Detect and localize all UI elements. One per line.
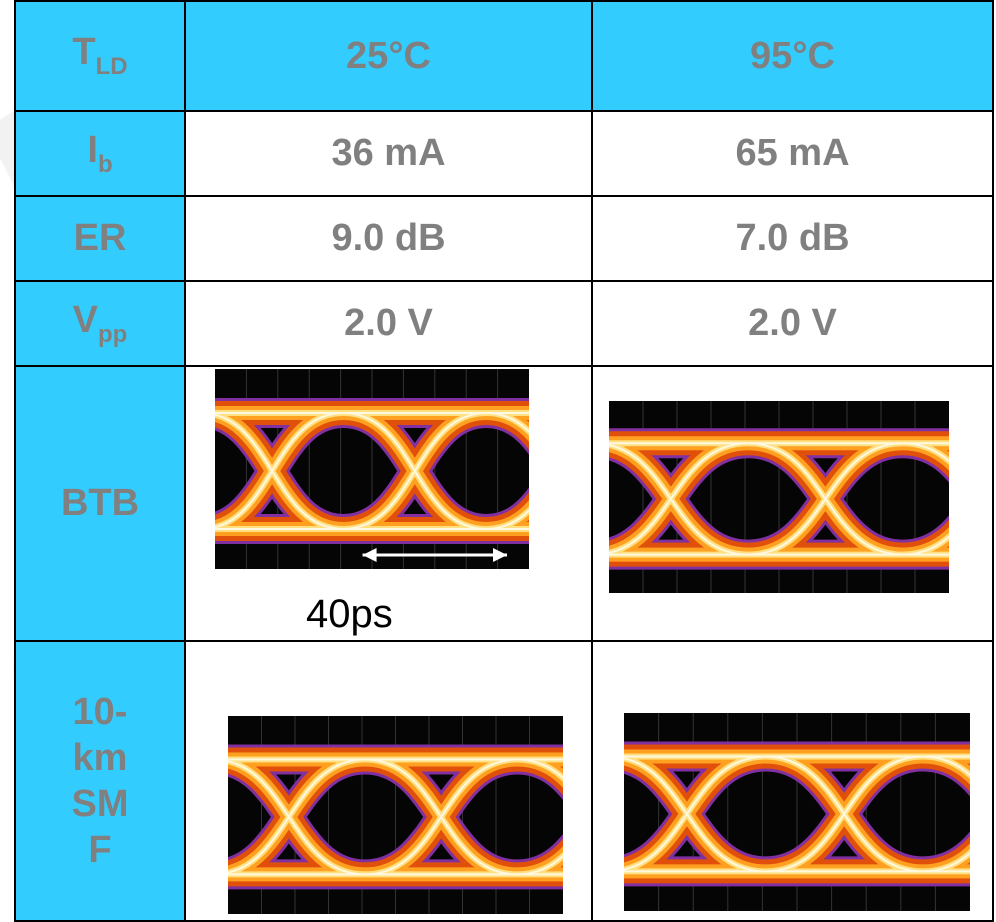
header-row: TLD 25°C 95°C — [15, 1, 993, 111]
label-text: 10-km SMF — [60, 689, 140, 873]
header-cell: 95°C — [592, 1, 993, 111]
eye-diagram — [624, 713, 970, 911]
cell: 2.0 V — [592, 281, 993, 366]
cell: 65 mA — [592, 111, 993, 196]
cell: 2.0 V — [185, 281, 592, 366]
comparison-table: TLD 25°C 95°C Ib 36 mA 65 mA ER 9.0 dB 7… — [14, 0, 994, 922]
row: BTB 40ps — [15, 366, 993, 641]
annotation: 40ps — [306, 592, 393, 637]
row-label: 10-km SMF — [15, 641, 185, 921]
row-label: Vpp — [15, 281, 185, 366]
image-cell: 40ps — [185, 366, 592, 641]
page: TLD 25°C 95°C Ib 36 mA 65 mA ER 9.0 dB 7… — [0, 0, 996, 920]
row-label: ER — [15, 196, 185, 281]
row-label: Ib — [15, 111, 185, 196]
cell: 7.0 dB — [592, 196, 993, 281]
row: Ib 36 mA 65 mA — [15, 111, 993, 196]
eye-diagram — [215, 369, 529, 569]
image-cell — [592, 366, 993, 641]
label-subscript: pp — [98, 321, 127, 348]
label-text: I — [87, 129, 98, 171]
label-text: V — [73, 299, 98, 341]
cell: 9.0 dB — [185, 196, 592, 281]
eye-diagram — [609, 401, 949, 593]
row: 10-km SMF — [15, 641, 993, 921]
label-subscript: b — [98, 151, 113, 178]
row-label: BTB — [15, 366, 185, 641]
row: Vpp 2.0 V 2.0 V — [15, 281, 993, 366]
header-cell: 25°C — [185, 1, 592, 111]
label-text: T — [72, 31, 95, 73]
label-subscript: LD — [96, 53, 128, 80]
eye-diagram — [228, 716, 563, 914]
cell: 36 mA — [185, 111, 592, 196]
row: ER 9.0 dB 7.0 dB — [15, 196, 993, 281]
image-cell — [592, 641, 993, 921]
image-cell — [185, 641, 592, 921]
row-label: TLD — [15, 1, 185, 111]
